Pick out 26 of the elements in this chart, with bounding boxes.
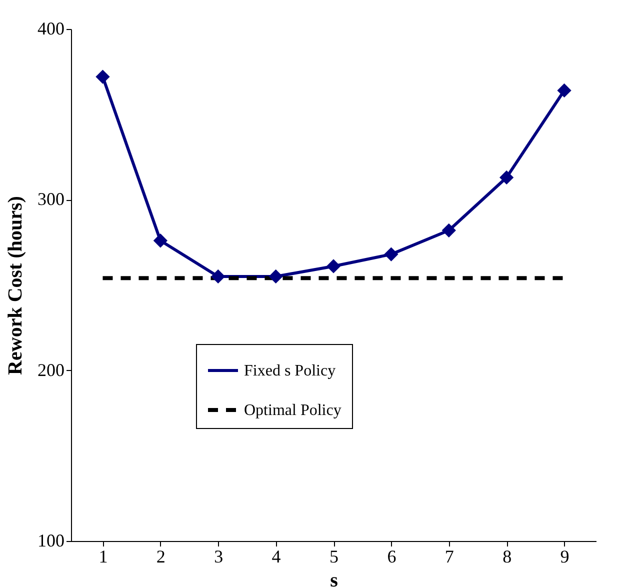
point	[96, 70, 110, 84]
x-tick-label: 2	[156, 546, 166, 566]
y-tick-label: 400	[38, 18, 64, 38]
point	[442, 223, 456, 238]
x-tick-label: 6	[387, 546, 396, 566]
x-tick-label: 7	[444, 546, 454, 566]
x-tick-label: 4	[272, 546, 281, 566]
x-tick-label: 8	[502, 546, 512, 566]
point	[153, 234, 168, 248]
x-tick-label: 3	[214, 546, 224, 566]
point	[500, 170, 514, 185]
point	[211, 269, 226, 284]
y-axis-title: Rework Cost (hours)	[4, 196, 26, 375]
point	[326, 259, 341, 274]
x-axis-title: s	[330, 570, 338, 588]
x-tick-label: 1	[98, 546, 108, 566]
y-tick-label: 300	[38, 189, 64, 210]
legend-label: Optimal Policy	[244, 402, 342, 419]
point	[384, 247, 398, 262]
x-tick-label: 5	[330, 546, 338, 566]
y-tick-label: 100	[38, 530, 64, 550]
x-tick-label: 9	[560, 546, 570, 566]
point	[557, 83, 572, 98]
y-tick-label: 200	[38, 360, 64, 380]
point	[268, 269, 283, 284]
legend-label: Fixed s Policy	[244, 362, 336, 380]
